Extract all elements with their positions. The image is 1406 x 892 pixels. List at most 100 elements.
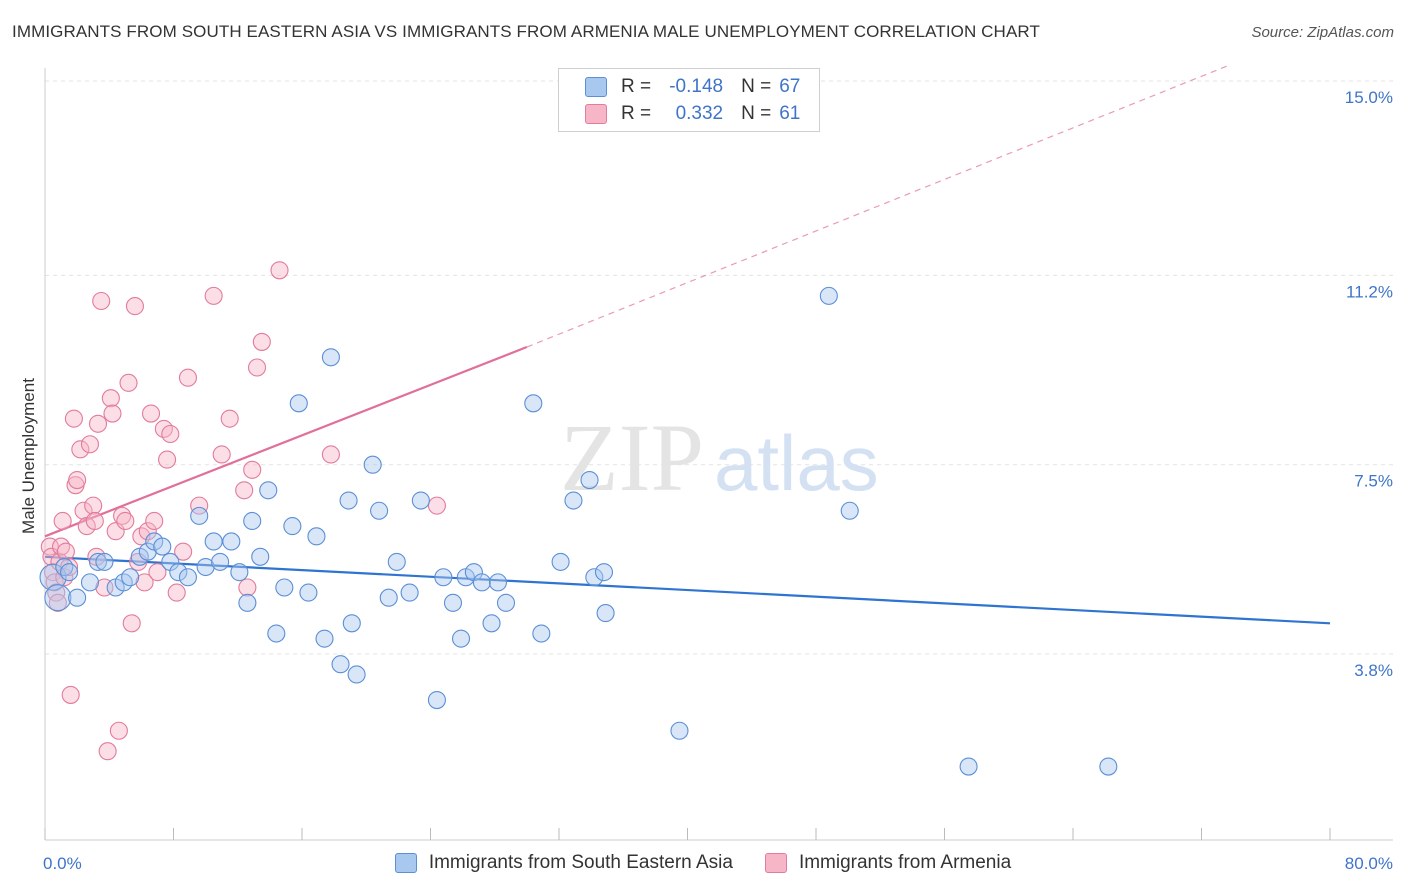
pink-data-point bbox=[190, 496, 209, 515]
chart-title: IMMIGRANTS FROM SOUTH EASTERN ASIA VS IM… bbox=[12, 22, 1040, 41]
legend-label-armenia: Immigrants from Armenia bbox=[798, 852, 1012, 873]
pink-data-point bbox=[158, 450, 177, 469]
legend-r-label: R = bbox=[621, 103, 652, 124]
pink-data-point bbox=[178, 368, 198, 387]
blue-data-point bbox=[387, 552, 406, 571]
legend-r-value-blue: -0.148 bbox=[669, 76, 724, 97]
pink-data-point bbox=[212, 445, 231, 464]
blue-data-point bbox=[138, 542, 157, 561]
blue-data-point bbox=[238, 593, 257, 612]
y-tick-label: 15.0% bbox=[1345, 88, 1393, 107]
blue-data-point bbox=[331, 655, 350, 674]
blue-data-point bbox=[153, 537, 172, 556]
pink-data-point bbox=[48, 593, 67, 612]
blue-data-point bbox=[670, 721, 689, 740]
blue-data-point bbox=[596, 604, 615, 623]
pink-data-point bbox=[145, 511, 164, 531]
pink-data-point bbox=[53, 511, 72, 531]
blue-data-point bbox=[840, 501, 859, 520]
legend-item-armenia[interactable]: Immigrants from Armenia bbox=[764, 852, 1012, 874]
y-tick-label: 11.2% bbox=[1346, 282, 1393, 301]
pink-data-point bbox=[52, 537, 71, 556]
pink-data-point bbox=[116, 511, 135, 531]
blue-data-point bbox=[39, 563, 67, 591]
blue-data-point bbox=[95, 552, 114, 571]
blue-data-point bbox=[60, 563, 79, 582]
watermark-zip: ZIP bbox=[560, 404, 704, 511]
series-legend: Immigrants from South Eastern Asia Immig… bbox=[0, 852, 1406, 874]
points-south-eastern-asia bbox=[39, 286, 1118, 776]
pink-data-point bbox=[103, 404, 122, 423]
pink-data-point bbox=[204, 286, 223, 305]
pink-data-point bbox=[135, 573, 154, 592]
legend-n-label: N = bbox=[741, 76, 772, 97]
blue-data-point bbox=[411, 491, 430, 510]
pink-trend-extension bbox=[526, 65, 1229, 348]
blue-trend-line bbox=[44, 555, 1331, 625]
legend-r-value-pink: 0.332 bbox=[675, 103, 724, 124]
blue-data-point bbox=[289, 394, 308, 413]
pink-data-point bbox=[101, 389, 120, 408]
pink-data-point bbox=[138, 522, 157, 541]
blue-data-point bbox=[594, 563, 614, 582]
points-armenia bbox=[40, 261, 446, 761]
pink-data-point bbox=[235, 481, 254, 500]
blue-data-point bbox=[580, 471, 599, 490]
blue-data-point bbox=[959, 757, 978, 776]
legend-swatch-pink bbox=[764, 853, 787, 873]
blue-data-point bbox=[551, 552, 570, 571]
blue-data-point bbox=[564, 491, 583, 510]
correlation-legend: R = -0.148 N = 67 R = 0.332 N = 61 bbox=[558, 68, 820, 132]
blue-data-point bbox=[178, 568, 198, 587]
blue-data-point bbox=[259, 481, 278, 500]
watermark: ZIP atlas bbox=[560, 404, 879, 511]
blue-data-point bbox=[532, 624, 551, 643]
pink-data-point bbox=[148, 563, 167, 582]
blue-data-point bbox=[251, 547, 270, 566]
blue-data-point bbox=[339, 491, 358, 510]
blue-data-point bbox=[283, 517, 302, 536]
blue-data-point bbox=[243, 511, 262, 531]
pink-data-point bbox=[74, 501, 93, 520]
blue-data-point bbox=[275, 578, 294, 597]
blue-data-point bbox=[196, 557, 215, 577]
pink-data-point bbox=[125, 297, 144, 316]
legend-label-south-eastern-asia: Immigrants from South Eastern Asia bbox=[428, 852, 733, 873]
blue-data-point bbox=[379, 588, 398, 607]
blue-data-point bbox=[68, 588, 87, 607]
y-tick-label: 3.8% bbox=[1354, 661, 1393, 680]
pink-data-point bbox=[122, 614, 141, 633]
blue-data-point bbox=[204, 532, 223, 551]
legend-item-south-eastern-asia[interactable]: Immigrants from South Eastern Asia bbox=[394, 852, 733, 874]
pink-data-point bbox=[161, 424, 180, 444]
legend-row-pink: R = 0.332 N = 61 bbox=[585, 102, 800, 126]
pink-data-point bbox=[84, 496, 103, 515]
blue-data-point bbox=[80, 573, 100, 592]
pink-data-point bbox=[71, 440, 90, 459]
blue-data-point bbox=[55, 557, 74, 577]
blue-data-point bbox=[585, 568, 604, 587]
blue-data-point bbox=[44, 584, 72, 612]
x-tick-label-max: 80.0% bbox=[1345, 854, 1393, 873]
pink-data-point bbox=[61, 685, 80, 704]
y-axis-label: Male Unemployment bbox=[19, 378, 38, 534]
pink-data-point bbox=[220, 409, 239, 428]
pink-data-point bbox=[56, 542, 75, 561]
blue-data-point bbox=[488, 573, 508, 592]
blue-data-point bbox=[363, 455, 382, 474]
pink-data-point bbox=[68, 471, 87, 490]
legend-swatch-blue bbox=[585, 77, 607, 97]
blue-data-point bbox=[1099, 757, 1118, 776]
blue-data-point bbox=[88, 552, 108, 571]
pink-data-point bbox=[80, 435, 100, 454]
blue-data-point bbox=[370, 501, 389, 520]
blue-data-point bbox=[230, 563, 249, 582]
blue-data-point bbox=[267, 624, 286, 643]
legend-n-value-blue: 67 bbox=[779, 76, 801, 97]
axes bbox=[44, 68, 1393, 841]
pink-data-point bbox=[270, 261, 289, 280]
blue-data-point bbox=[400, 583, 419, 602]
blue-data-point bbox=[121, 568, 140, 587]
pink-data-point bbox=[92, 291, 111, 311]
